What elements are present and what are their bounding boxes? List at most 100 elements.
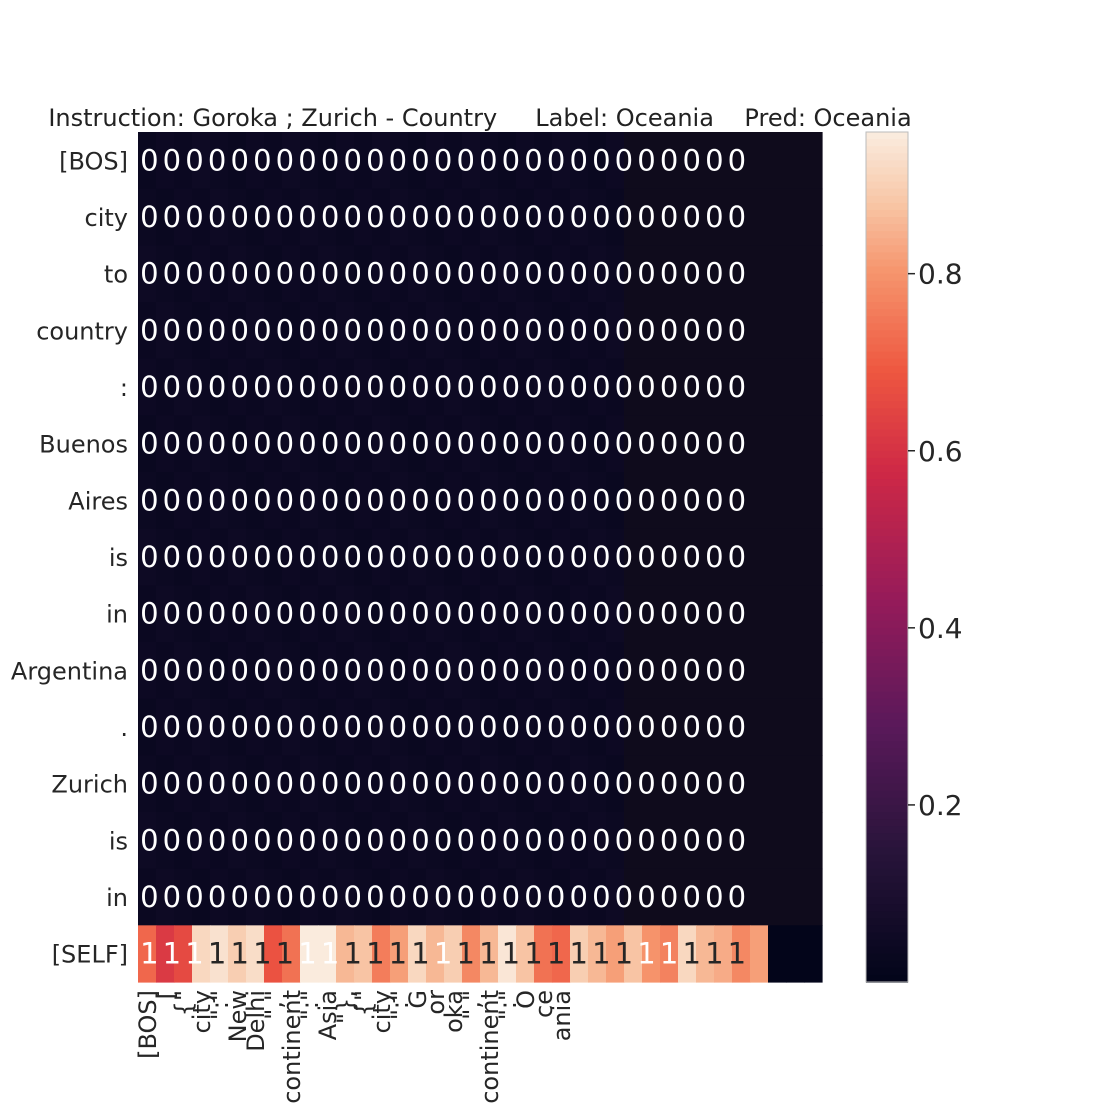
heatmap-cell [462,868,481,926]
heatmap-cell [228,585,247,643]
cell-annotation: 0 [185,597,203,631]
heatmap-cell [642,245,661,303]
cell-annotation: 0 [185,710,203,744]
cell-annotation: 1 [321,937,339,971]
cell-annotation: 0 [456,540,474,574]
cell-annotation: 0 [728,823,746,857]
heatmap-cell [678,358,697,416]
heatmap-cell [426,302,445,360]
heatmap-cell [750,755,769,813]
column-label: {" [170,990,198,1016]
heatmap-cell [606,472,625,530]
heatmap-cell [480,472,499,530]
heatmap-cell [516,528,535,586]
heatmap-cell [192,925,211,983]
colorbar-gradient-segment [866,422,908,431]
heatmap-cell [426,642,445,700]
cell-annotation: 0 [298,653,316,687]
heatmap-cell [588,358,607,416]
cell-annotation: 0 [637,823,655,857]
heatmap-cell [570,302,589,360]
column-label: ":" [206,990,234,1020]
cell-annotation: 0 [276,767,294,801]
cell-annotation: 0 [208,313,226,347]
colorbar-gradient-segment [866,712,908,721]
heatmap-cell [354,585,373,643]
row-label: in [106,601,128,629]
chart-title: Instruction: Goroka ; Zurich - Country L… [48,104,911,132]
cell-annotation: 0 [321,597,339,631]
colorbar-gradient-segment [866,238,908,247]
cell-annotation: 0 [502,710,520,744]
heatmap-cell [498,642,517,700]
heatmap-cell [210,245,229,303]
cell-annotation: 0 [434,257,452,291]
cell-annotation: 0 [343,370,361,404]
colorbar-gradient-segment [866,337,908,346]
heatmap-cell [678,302,697,360]
colorbar-gradient-segment [866,231,908,240]
heatmap-cell [696,358,715,416]
heatmap-cell [678,472,697,530]
column-label: city [368,990,396,1033]
colorbar-gradient-segment [866,493,908,502]
cell-annotation: 0 [682,540,700,574]
cell-annotation: 0 [615,767,633,801]
heatmap-cell [300,925,319,983]
heatmap-cell [282,188,301,246]
colorbar-gradient-segment [866,146,908,155]
heatmap-cell [660,132,679,190]
heatmap-cell [624,302,643,360]
heatmap-cell [516,925,535,983]
heatmap-cell [588,472,607,530]
heatmap-cell [264,245,283,303]
cell-annotation: 0 [185,653,203,687]
cell-annotation: 0 [434,880,452,914]
cell-annotation: 0 [705,257,723,291]
colorbar-tick-label: 0.4 [918,612,963,645]
heatmap-cell [318,642,337,700]
heatmap-cell [552,585,571,643]
cell-annotation: 0 [230,710,248,744]
heatmap-cell [246,868,265,926]
heatmap-cell [264,302,283,360]
heatmap-cell [624,132,643,190]
heatmap-cell [318,472,337,530]
cell-annotation: 0 [615,313,633,347]
cell-annotation: 0 [185,767,203,801]
colorbar-gradient-segment [866,663,908,672]
heatmap-cell [462,415,481,473]
colorbar-gradient-segment [866,571,908,580]
cell-annotation: 0 [140,653,158,687]
cell-annotation: 1 [389,937,407,971]
heatmap-cell [786,472,805,530]
cell-annotation: 0 [253,143,271,177]
heatmap-cell [750,188,769,246]
heatmap-cell [534,302,553,360]
heatmap-cell [354,188,373,246]
cell-annotation: 0 [456,200,474,234]
heatmap-cell [318,302,337,360]
cell-annotation: 0 [163,370,181,404]
heatmap-cell [642,868,661,926]
cell-annotation: 0 [456,653,474,687]
heatmap-cell [642,188,661,246]
cell-annotation: 0 [479,200,497,234]
heatmap-cell [174,585,193,643]
cell-annotation: 0 [547,540,565,574]
heatmap-cell [228,925,247,983]
column-label: ania [548,990,576,1041]
heatmap-cell [570,755,589,813]
cell-annotation: 0 [140,200,158,234]
cell-annotation: 0 [434,313,452,347]
heatmap-cell [444,132,463,190]
cell-annotation: 0 [298,540,316,574]
cell-annotation: 1 [660,937,678,971]
heatmap-cell [534,755,553,813]
heatmap-cell [750,925,769,983]
cell-annotation: 0 [592,653,610,687]
heatmap-cell [642,528,661,586]
row-label: in [106,884,128,912]
heatmap-cell [408,132,427,190]
heatmap-cell [174,415,193,473]
